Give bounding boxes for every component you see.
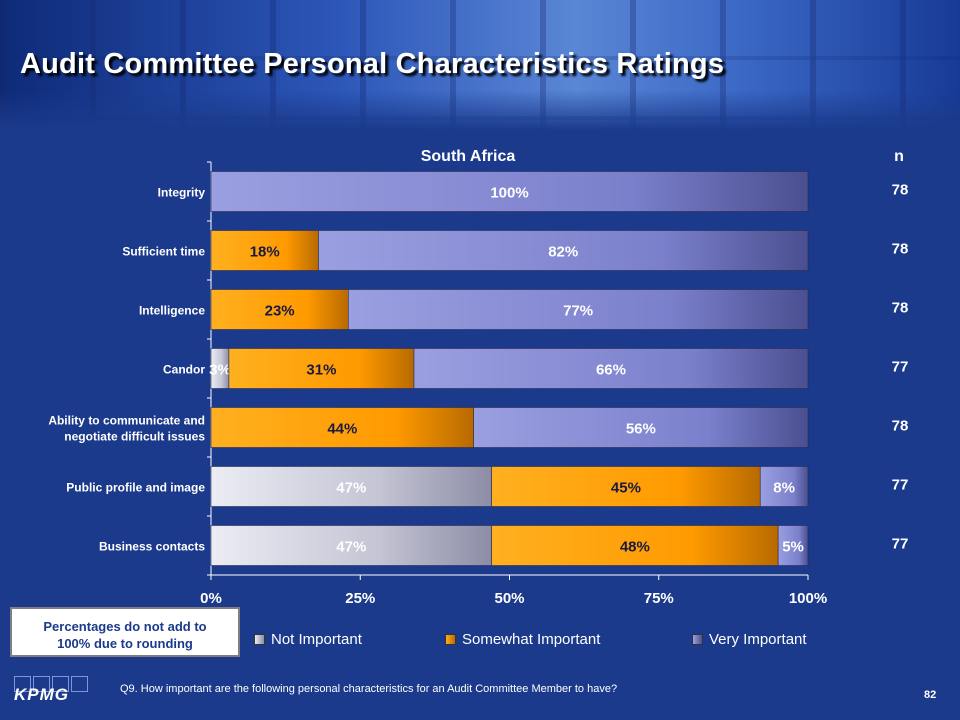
rounding-note-line2: 100% due to rounding	[57, 636, 193, 651]
data-label: 8%	[773, 480, 795, 497]
data-label: 47%	[336, 539, 366, 556]
x-tick-label: 0%	[200, 590, 222, 607]
chart-title: South Africa	[421, 148, 516, 165]
bar-segment	[473, 407, 809, 448]
page-number: 82	[924, 689, 937, 701]
header-banner	[0, 0, 960, 130]
data-label: 66%	[596, 362, 626, 379]
category-label: negotiate difficult issues	[64, 430, 205, 444]
bar-segment	[210, 171, 809, 212]
legend-swatch-very-important	[692, 633, 703, 645]
data-label: 31%	[306, 362, 336, 379]
data-label: 18%	[250, 244, 280, 261]
x-tick-label: 75%	[644, 590, 674, 607]
data-label: 3%	[209, 362, 231, 379]
bar-segment	[210, 407, 474, 448]
kpmg-logo: KPMG	[14, 676, 94, 710]
survey-question: Q9. How important are the following pers…	[120, 683, 618, 695]
data-label: 48%	[620, 539, 650, 556]
logo-boxes	[14, 676, 94, 692]
data-label: 45%	[611, 480, 641, 497]
legend-item-somewhat-important: Somewhat Important	[445, 629, 600, 649]
n-value: 77	[892, 359, 909, 376]
legend-label-very-important: Very Important	[709, 630, 807, 648]
bar-segment	[491, 525, 779, 566]
n-column-header: n	[894, 148, 904, 165]
legend-item-not-important: Not Important	[254, 629, 362, 649]
category-label: Sufficient time	[122, 245, 205, 259]
n-value: 77	[892, 536, 909, 553]
data-label: 56%	[626, 421, 656, 438]
x-tick-label: 100%	[789, 590, 827, 607]
x-tick-label: 25%	[345, 590, 375, 607]
bar-segment	[413, 348, 809, 389]
category-label: Ability to communicate and	[48, 414, 205, 428]
legend-label-not-important: Not Important	[271, 630, 362, 648]
x-tick-label: 50%	[494, 590, 524, 607]
data-label: 23%	[265, 303, 295, 320]
bar-segment	[777, 525, 809, 566]
data-label: 47%	[336, 480, 366, 497]
bar-segment	[228, 348, 415, 389]
category-label: Public profile and image	[66, 481, 205, 495]
bar-segment	[348, 289, 809, 330]
legend-label-somewhat-important: Somewhat Important	[462, 630, 601, 648]
category-label: Business contacts	[99, 540, 205, 554]
rounding-note-line1: Percentages do not add to	[43, 619, 207, 634]
category-label: Intelligence	[139, 304, 205, 318]
data-label: 100%	[490, 185, 528, 202]
legend-item-very-important: Very Important	[692, 629, 807, 649]
data-label: 77%	[563, 303, 593, 320]
legend-swatch-not-important	[254, 633, 265, 645]
n-value: 78	[892, 241, 909, 258]
category-label: Integrity	[158, 186, 206, 200]
bar-segment	[210, 466, 492, 507]
data-label: 44%	[327, 421, 357, 438]
bar-segment	[759, 466, 809, 507]
legend-swatch-somewhat-important	[445, 633, 456, 645]
banner-fade	[0, 90, 960, 130]
rounding-note: Percentages do not add to 100% due to ro…	[10, 607, 240, 657]
data-label: 82%	[548, 244, 578, 261]
n-value: 78	[892, 300, 909, 317]
stacked-bar-chart: South Africa n 0% 25% 50% 75% 100% Integrity 100…	[48, 148, 909, 607]
bar-segment	[210, 289, 349, 330]
bar-segment	[318, 230, 809, 271]
category-label: Candor	[163, 363, 205, 377]
slide-title: Audit Committee Personal Characteristics…	[20, 48, 725, 80]
bar-segment	[210, 230, 319, 271]
bar-segment	[210, 525, 492, 566]
n-value: 78	[892, 182, 909, 199]
n-value: 78	[892, 418, 909, 435]
logo-wordmark: KPMG	[14, 685, 69, 704]
data-label: 5%	[782, 539, 804, 556]
n-value: 77	[892, 477, 909, 494]
